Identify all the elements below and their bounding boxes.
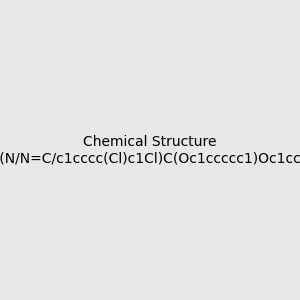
Text: Chemical Structure
O=C(N/N=C/c1cccc(Cl)c1Cl)C(Oc1ccccc1)Oc1ccccc1: Chemical Structure O=C(N/N=C/c1cccc(Cl)c…	[0, 135, 300, 165]
